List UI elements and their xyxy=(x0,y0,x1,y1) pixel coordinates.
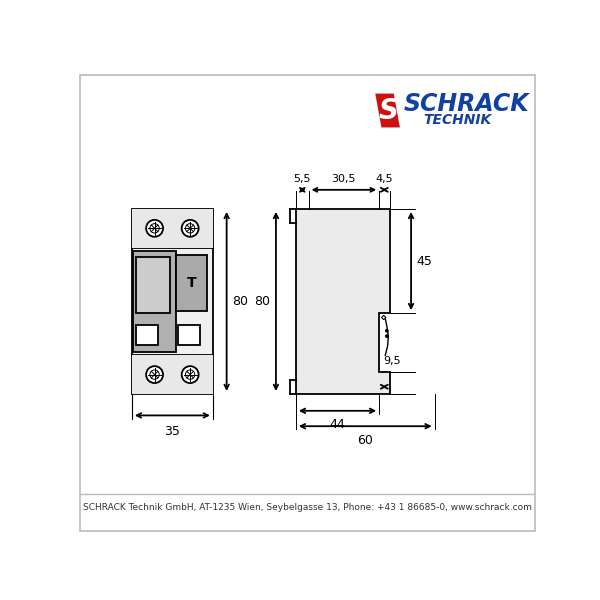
Text: 5,5: 5,5 xyxy=(293,173,311,184)
Bar xyxy=(136,325,158,344)
Bar xyxy=(178,325,200,344)
Bar xyxy=(382,316,386,320)
Circle shape xyxy=(150,370,159,379)
Text: SCHRACK Technik GmbH, AT-1235 Wien, Seybelgasse 13, Phone: +43 1 86685-0, www.sc: SCHRACK Technik GmbH, AT-1235 Wien, Seyb… xyxy=(83,503,532,512)
Text: 80: 80 xyxy=(232,295,248,308)
Bar xyxy=(136,257,170,313)
Text: 44: 44 xyxy=(329,419,346,431)
Bar xyxy=(132,209,213,394)
Polygon shape xyxy=(375,94,400,127)
Text: 4,5: 4,5 xyxy=(376,173,393,184)
Bar xyxy=(133,251,176,352)
Text: T: T xyxy=(187,276,197,290)
Circle shape xyxy=(182,220,199,237)
Text: S: S xyxy=(379,97,398,125)
Text: 60: 60 xyxy=(358,434,373,447)
Circle shape xyxy=(185,370,195,379)
Circle shape xyxy=(386,329,388,332)
Circle shape xyxy=(146,220,163,237)
Text: TECHNIK: TECHNIK xyxy=(423,113,491,127)
Bar xyxy=(132,209,213,248)
Circle shape xyxy=(185,224,195,233)
Bar xyxy=(176,255,207,311)
Circle shape xyxy=(386,335,388,337)
Bar xyxy=(132,355,213,394)
Circle shape xyxy=(146,366,163,383)
Polygon shape xyxy=(296,209,389,394)
Circle shape xyxy=(182,366,199,383)
Text: 45: 45 xyxy=(416,254,433,268)
Circle shape xyxy=(150,224,159,233)
Text: 30,5: 30,5 xyxy=(332,173,356,184)
Text: 9,5: 9,5 xyxy=(383,356,401,366)
Text: SCHRACK: SCHRACK xyxy=(404,92,529,116)
Text: 80: 80 xyxy=(254,295,270,308)
Text: 35: 35 xyxy=(164,425,181,437)
